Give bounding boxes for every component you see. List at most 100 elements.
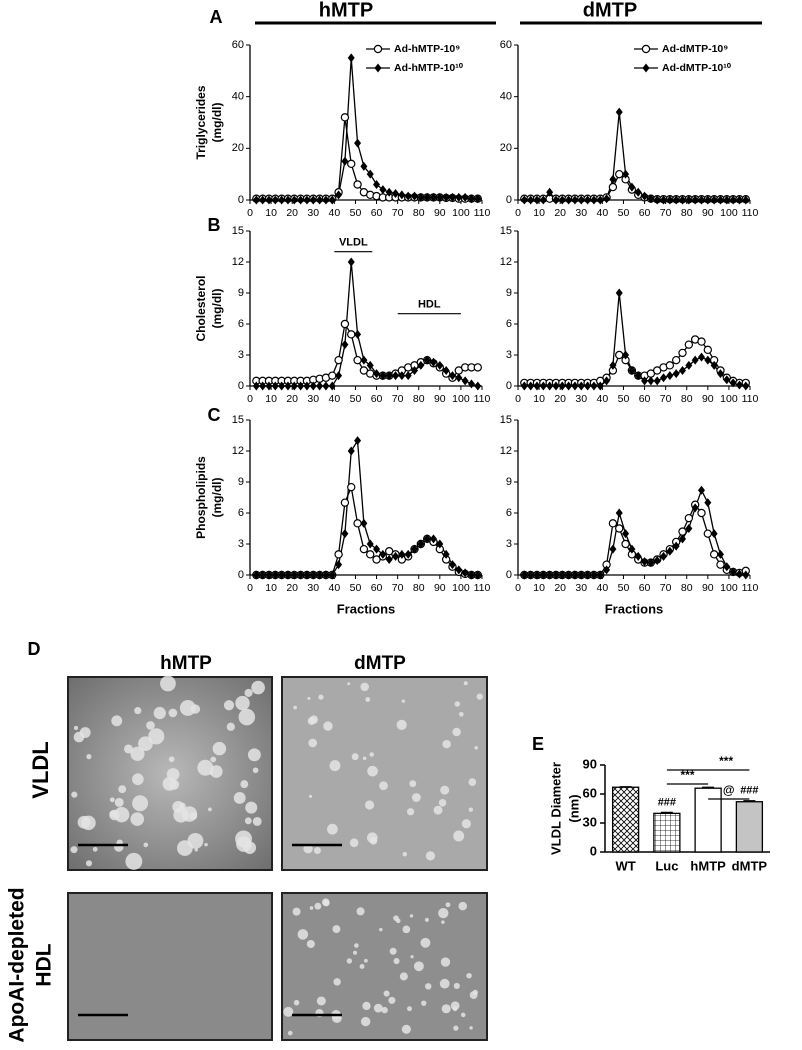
- particle: [360, 1016, 371, 1027]
- x-tick-label: 80: [413, 207, 425, 219]
- y-tick-label: 15: [500, 414, 512, 426]
- y-tick-label: 3: [506, 538, 512, 550]
- marker: [615, 524, 624, 533]
- marker: [558, 195, 566, 205]
- x-tick-label: 70: [660, 393, 672, 405]
- particle: [402, 851, 408, 857]
- x-tick-label: 80: [413, 582, 425, 594]
- particle: [132, 773, 144, 786]
- marker: [520, 195, 528, 205]
- column-header: dMTP: [583, 0, 637, 21]
- particle: [209, 771, 213, 775]
- y-tick-label: 0: [238, 380, 244, 392]
- particle: [85, 860, 92, 867]
- marker: [571, 381, 579, 391]
- marker: [520, 570, 528, 580]
- y-axis-label: Triglycerides: [194, 85, 208, 159]
- marker: [609, 360, 617, 370]
- x-tick-label: 50: [618, 582, 630, 594]
- y-axis-label: Cholesterol: [194, 275, 208, 341]
- marker: [442, 192, 450, 202]
- x-tick-label: 70: [392, 207, 404, 219]
- marker: [316, 195, 324, 205]
- marker: [710, 360, 718, 370]
- x-tick-label: WT: [616, 858, 636, 873]
- marker: [647, 558, 655, 568]
- y-axis-label: (mg/dl): [210, 478, 224, 518]
- y-tick-label: 12: [232, 445, 244, 457]
- marker: [448, 560, 456, 570]
- x-tick-label: 10: [533, 393, 545, 405]
- y-tick-label: 6: [238, 318, 244, 330]
- marker: [622, 350, 630, 360]
- legend-label: Ad-dMTP-10¹⁰: [662, 62, 732, 74]
- marker: [628, 182, 636, 192]
- marker: [411, 544, 419, 554]
- particle: [472, 989, 478, 995]
- particle: [308, 794, 313, 798]
- particle: [327, 823, 338, 835]
- marker: [335, 371, 343, 381]
- marker: [474, 570, 482, 580]
- marker: [442, 366, 450, 375]
- marker: [653, 376, 661, 386]
- particle: [476, 693, 483, 700]
- particle: [297, 929, 309, 940]
- y-tick-label: 12: [500, 445, 512, 457]
- marker: [474, 381, 482, 391]
- marker: [252, 381, 260, 391]
- marker: [710, 529, 718, 539]
- x-tick-label: 60: [371, 207, 383, 219]
- marker: [411, 191, 419, 201]
- marker: [373, 369, 381, 379]
- marker: [467, 194, 475, 204]
- marker: [716, 195, 724, 205]
- particle: [130, 746, 145, 761]
- particle: [453, 830, 465, 842]
- marker: [448, 192, 456, 202]
- marker: [729, 195, 737, 205]
- particle: [469, 1026, 473, 1030]
- particle: [132, 795, 149, 812]
- marker: [533, 570, 541, 580]
- particle: [440, 957, 451, 967]
- marker: [641, 191, 649, 201]
- marker: [316, 381, 324, 391]
- particle: [367, 765, 378, 777]
- particle: [204, 842, 208, 847]
- particle: [425, 983, 432, 990]
- particle: [210, 756, 217, 763]
- y-tick-label: 40: [232, 91, 244, 103]
- marker: [704, 195, 712, 205]
- particle: [244, 817, 252, 825]
- marker: [577, 570, 585, 580]
- marker: [303, 381, 311, 391]
- y-tick-label: 12: [232, 256, 244, 268]
- particle: [460, 1012, 466, 1018]
- marker: [340, 498, 350, 507]
- marker: [735, 195, 743, 205]
- marker: [678, 527, 687, 536]
- error-bar: [660, 811, 673, 814]
- marker: [634, 551, 642, 561]
- y-tick-label: 9: [506, 287, 512, 299]
- marker: [429, 192, 437, 202]
- marker: [723, 562, 731, 572]
- marker: [309, 381, 317, 391]
- particle: [329, 760, 341, 772]
- marker: [442, 549, 450, 559]
- marker: [710, 195, 718, 205]
- marker: [259, 195, 267, 205]
- marker: [284, 381, 292, 391]
- particle: [399, 972, 408, 981]
- error-bar: [702, 786, 715, 789]
- marker: [565, 381, 573, 391]
- particle: [421, 1000, 427, 1006]
- particle: [168, 756, 175, 763]
- x-axis-label: Fractions: [605, 601, 664, 616]
- marker: [328, 371, 337, 380]
- marker: [392, 371, 400, 381]
- marker: [539, 381, 547, 391]
- x-tick-label: 30: [307, 207, 319, 219]
- marker: [341, 529, 349, 539]
